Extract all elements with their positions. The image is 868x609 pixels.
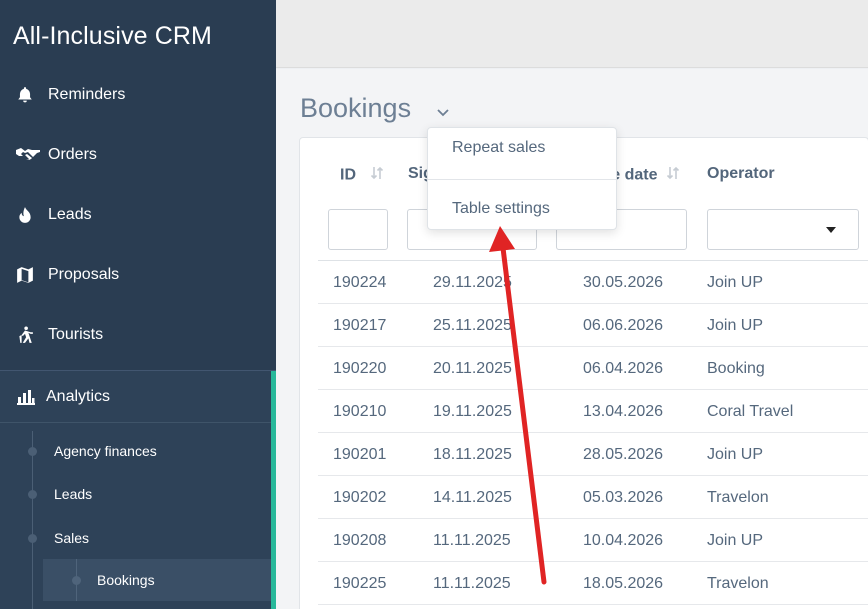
sidebar-item-reminders[interactable]: Reminders [0, 75, 276, 115]
table-row[interactable]: 190224 29.11.2025 30.05.2026 Join UP [318, 261, 868, 304]
sidebar-subitem-leads[interactable]: Leads [0, 476, 271, 512]
column-header-signed[interactable]: Sig [408, 165, 433, 182]
bar-chart-icon [16, 388, 40, 406]
page-title: Bookings [300, 93, 412, 123]
cell-departure-date: 10.04.2026 [583, 532, 664, 549]
menu-item-table-settings[interactable]: Table settings [452, 200, 550, 217]
sidebar-item-tourists[interactable]: Tourists [0, 315, 276, 355]
table-row[interactable]: 190202 14.11.2025 05.03.2026 Travelon [318, 476, 868, 519]
sidebar-item-proposals[interactable]: Proposals [0, 255, 276, 295]
sidebar: All-Inclusive CRM Reminders Orders Leads… [0, 0, 276, 609]
cell-departure-date: 06.04.2026 [583, 360, 664, 377]
cell-signed: 20.11.2025 [433, 360, 512, 377]
sidebar-subitem-label: Agency finances [54, 443, 157, 459]
title-dropdown-menu: Repeat sales Table settings [427, 127, 617, 230]
sidebar-subitem-label: Leads [54, 486, 93, 502]
operator-filter-select[interactable] [707, 209, 859, 250]
cell-operator: Travelon [707, 489, 769, 506]
sidebar-subitem-sales[interactable]: Sales [0, 520, 271, 556]
sidebar-item-label: Reminders [48, 86, 126, 103]
fire-icon [16, 205, 40, 225]
sidebar-item-label: Analytics [46, 387, 111, 405]
cell-id: 190220 [333, 360, 387, 377]
top-bar [276, 0, 868, 68]
sidebar-subitem-label: Sales [54, 530, 90, 546]
tree-dot [28, 489, 37, 499]
sort-icon[interactable] [370, 165, 384, 186]
cell-id: 190201 [333, 446, 387, 463]
sidebar-item-label: Tourists [48, 326, 104, 343]
hiker-icon [16, 325, 40, 345]
chevron-down-icon [437, 109, 449, 117]
column-header-id[interactable]: ID [340, 165, 384, 186]
menu-divider [428, 179, 616, 180]
header-divider [318, 260, 868, 261]
cell-operator: Coral Travel [707, 403, 794, 420]
cell-operator: Join UP [707, 446, 764, 463]
column-header-departure-date[interactable]: re date [605, 165, 680, 186]
cell-id: 190208 [333, 532, 387, 549]
cell-operator: Join UP [707, 317, 764, 334]
cell-signed: 18.11.2025 [433, 446, 512, 463]
cell-signed: 19.11.2025 [433, 403, 512, 420]
analytics-section: Analytics Agency finances Leads Sales Bo… [0, 370, 276, 609]
cell-signed: 25.11.2025 [433, 317, 512, 334]
cell-departure-date: 13.04.2026 [583, 403, 664, 420]
cell-operator: Travelon [707, 575, 769, 592]
cell-operator: Join UP [707, 532, 764, 549]
sidebar-subitem-agency-finances[interactable]: Agency finances [0, 433, 271, 469]
cell-id: 190225 [333, 575, 387, 592]
sidebar-item-label: Leads [48, 206, 92, 223]
cell-departure-date: 30.05.2026 [583, 274, 664, 291]
cell-signed: 14.11.2025 [433, 489, 512, 506]
sidebar-item-analytics[interactable]: Analytics [0, 371, 271, 423]
title-dropdown-toggle[interactable] [436, 105, 452, 117]
cell-id: 190210 [333, 403, 387, 420]
table-row[interactable]: 190220 20.11.2025 06.04.2026 Booking [318, 347, 868, 390]
sidebar-item-leads[interactable]: Leads [0, 195, 276, 235]
cell-departure-date: 05.03.2026 [583, 489, 664, 506]
cell-operator: Booking [707, 360, 765, 377]
table-row[interactable]: 190225 11.11.2025 18.05.2026 Travelon [318, 562, 868, 605]
sidebar-item-label: Proposals [48, 266, 120, 283]
app-title: All-Inclusive CRM [13, 22, 212, 50]
cell-signed: 11.11.2025 [433, 532, 511, 549]
handshake-icon [16, 145, 40, 165]
cell-departure-date: 06.06.2026 [583, 317, 664, 334]
map-icon [16, 265, 40, 285]
tree-line [32, 431, 33, 609]
sidebar-subitem-label: Bookings [97, 572, 155, 588]
sidebar-item-label: Orders [48, 146, 97, 163]
bell-icon [16, 85, 40, 105]
cell-departure-date: 28.05.2026 [583, 446, 664, 463]
menu-item-repeat-sales[interactable]: Repeat sales [452, 139, 546, 156]
table-row[interactable]: 190217 25.11.2025 06.06.2026 Join UP [318, 304, 868, 347]
cell-id: 190224 [333, 274, 387, 291]
cell-signed: 29.11.2025 [433, 274, 512, 291]
sidebar-subitem-bookings[interactable]: Bookings [43, 559, 271, 601]
column-header-operator[interactable]: Operator [707, 165, 775, 182]
cell-id: 190217 [333, 317, 387, 334]
tree-dot [28, 446, 37, 456]
cell-departure-date: 18.05.2026 [583, 575, 664, 592]
table-row[interactable]: 190208 11.11.2025 10.04.2026 Join UP [318, 519, 868, 562]
sidebar-item-orders[interactable]: Orders [0, 135, 276, 175]
table-row[interactable]: 190201 18.11.2025 28.05.2026 Join UP [318, 433, 868, 476]
table-row[interactable]: 190210 19.11.2025 13.04.2026 Coral Travel [318, 390, 868, 433]
id-filter-input[interactable] [328, 209, 388, 250]
sort-icon[interactable] [666, 165, 680, 186]
cell-signed: 11.11.2025 [433, 575, 511, 592]
tree-dot [28, 533, 37, 543]
cell-id: 190202 [333, 489, 387, 506]
tree-dot [72, 576, 81, 585]
caret-down-icon [826, 227, 836, 233]
cell-operator: Join UP [707, 274, 764, 291]
active-section-indicator [271, 371, 276, 609]
